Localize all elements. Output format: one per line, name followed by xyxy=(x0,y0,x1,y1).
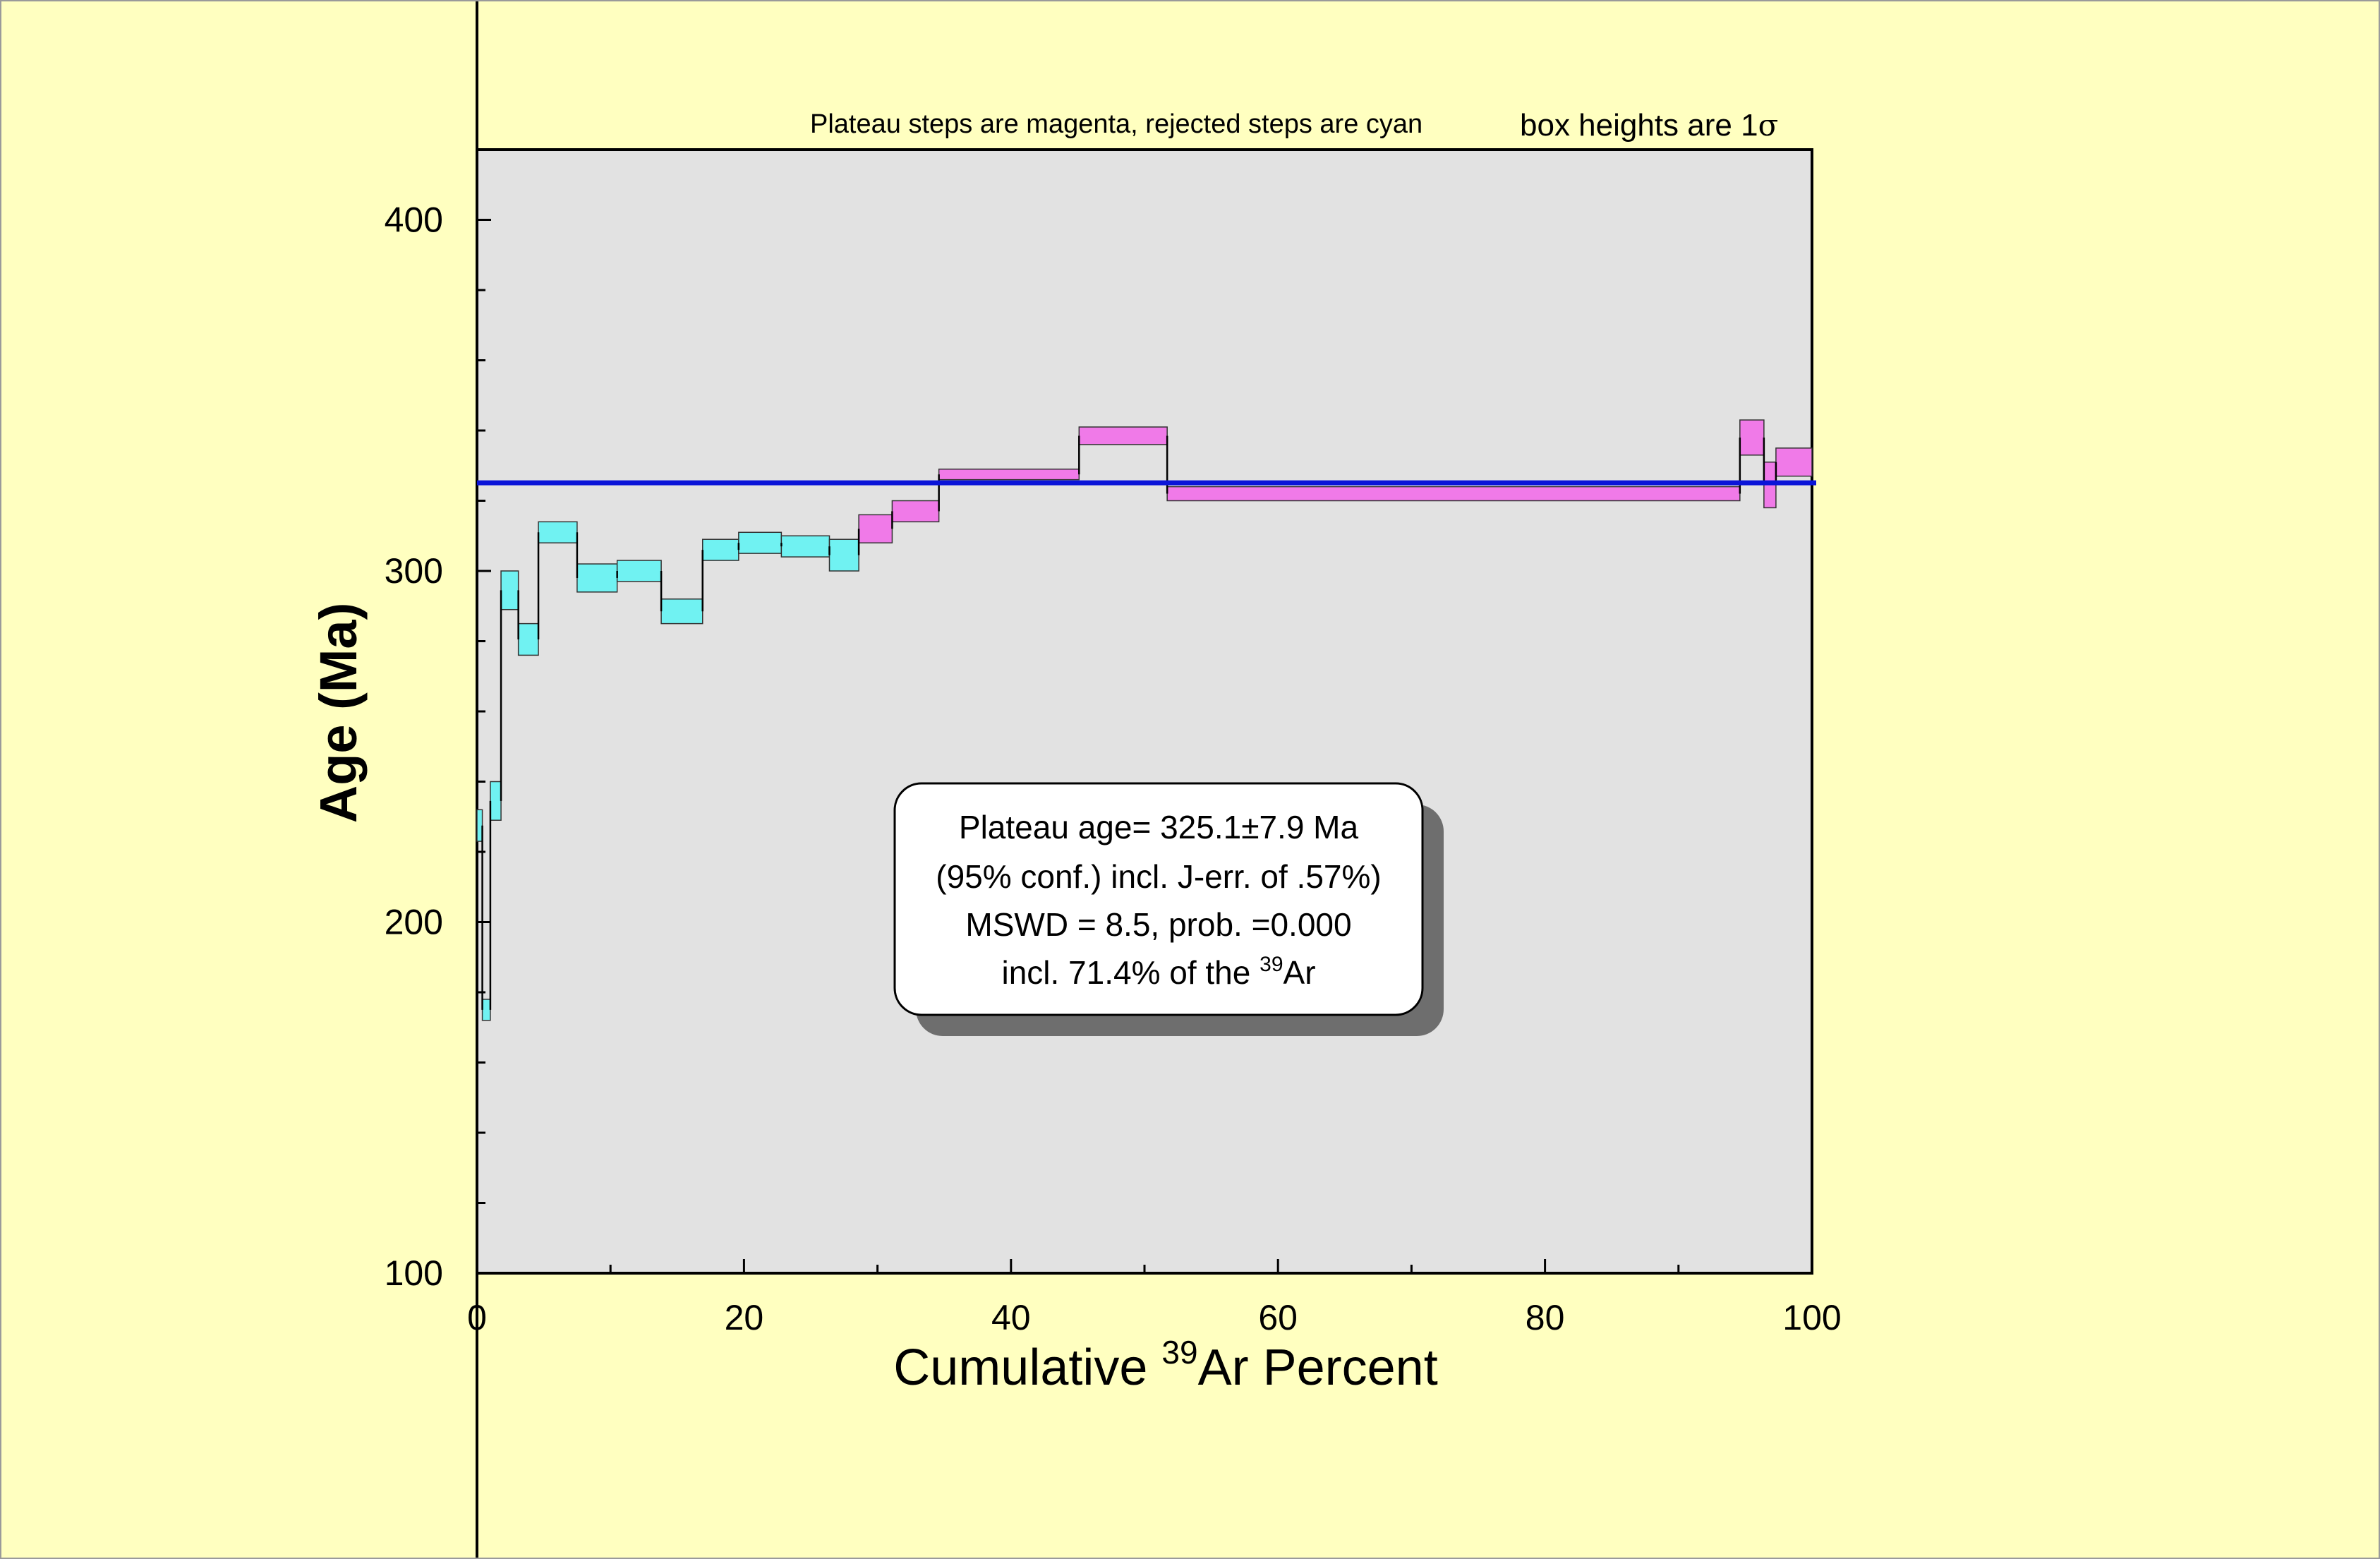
steps-layer xyxy=(476,419,1813,1021)
plateau-step-15 xyxy=(891,500,940,523)
plateau-step-21 xyxy=(1775,447,1813,477)
header-note-right-prefix: box heights are 1 xyxy=(1520,108,1758,143)
rejected-step-11 xyxy=(738,531,783,554)
x-tick-label: 100 xyxy=(1782,1298,1841,1337)
rejected-step-7 xyxy=(576,563,618,593)
plateau-step-14 xyxy=(858,514,893,543)
y-tick-label: 400 xyxy=(385,200,443,240)
x-axis-label-sup: 39 xyxy=(1161,1334,1197,1371)
x-axis-label-suffix: Ar Percent xyxy=(1198,1340,1438,1396)
rejected-step-5 xyxy=(517,622,539,656)
x-tick-label: 60 xyxy=(1258,1298,1298,1337)
rejected-step-13 xyxy=(828,538,859,572)
info-line-percent-prefix: incl. 71.4% of the xyxy=(1001,954,1260,991)
x-axis-label-prefix: Cumulative xyxy=(893,1340,1161,1396)
rejected-step-10 xyxy=(701,538,739,561)
info-box-panel xyxy=(893,782,1424,1016)
plateau-info-box: Plateau age= 325.1±7.9 Ma (95% conf.) in… xyxy=(893,782,1444,1036)
x-tick-label: 20 xyxy=(725,1298,764,1337)
rejected-step-2 xyxy=(481,999,491,1021)
plateau-step-16 xyxy=(938,468,1080,481)
y-axis-label: Age (Ma) xyxy=(309,603,368,823)
y-axis: 100 200 300 400 xyxy=(385,148,491,1293)
header-note-left: Plateau steps are magenta, rejected step… xyxy=(810,109,1422,139)
info-line-percent: incl. 71.4% of the 39Ar xyxy=(1001,953,1315,991)
sigma-symbol: σ xyxy=(1758,108,1779,143)
header-note-right: box heights are 1σ xyxy=(1520,108,1778,143)
info-line-mswd: MSWD = 8.5, prob. =0.000 xyxy=(965,906,1351,943)
plot-area xyxy=(476,148,1813,1275)
rejected-step-8 xyxy=(616,560,662,582)
y-tick-label: 200 xyxy=(385,903,443,942)
plateau-step-17 xyxy=(1078,426,1168,445)
info-line-confidence: (95% conf.) incl. J-err. of .57%) xyxy=(936,858,1381,895)
y-tick-label: 100 xyxy=(385,1253,443,1293)
info-line-plateau-age: Plateau age= 325.1±7.9 Ma xyxy=(959,809,1359,845)
x-axis-label: Cumulative 39Ar Percent xyxy=(893,1334,1437,1396)
plateau-step-18 xyxy=(1166,486,1741,502)
rejected-step-12 xyxy=(780,535,830,558)
info-line-percent-suffix: Ar xyxy=(1283,954,1316,991)
rejected-step-6 xyxy=(538,521,578,543)
x-axis: 0 20 40 60 80 100 xyxy=(467,1259,1842,1337)
x-tick-label: 0 xyxy=(467,1298,487,1337)
plateau-step-19 xyxy=(1739,419,1765,456)
x-tick-label: 40 xyxy=(991,1298,1031,1337)
rejected-step-3 xyxy=(490,781,502,821)
rejected-step-4 xyxy=(500,570,519,610)
x-tick-label: 80 xyxy=(1526,1298,1565,1337)
rejected-step-9 xyxy=(660,598,703,625)
y-tick-label: 300 xyxy=(385,551,443,591)
info-line-percent-sup: 39 xyxy=(1260,953,1283,976)
